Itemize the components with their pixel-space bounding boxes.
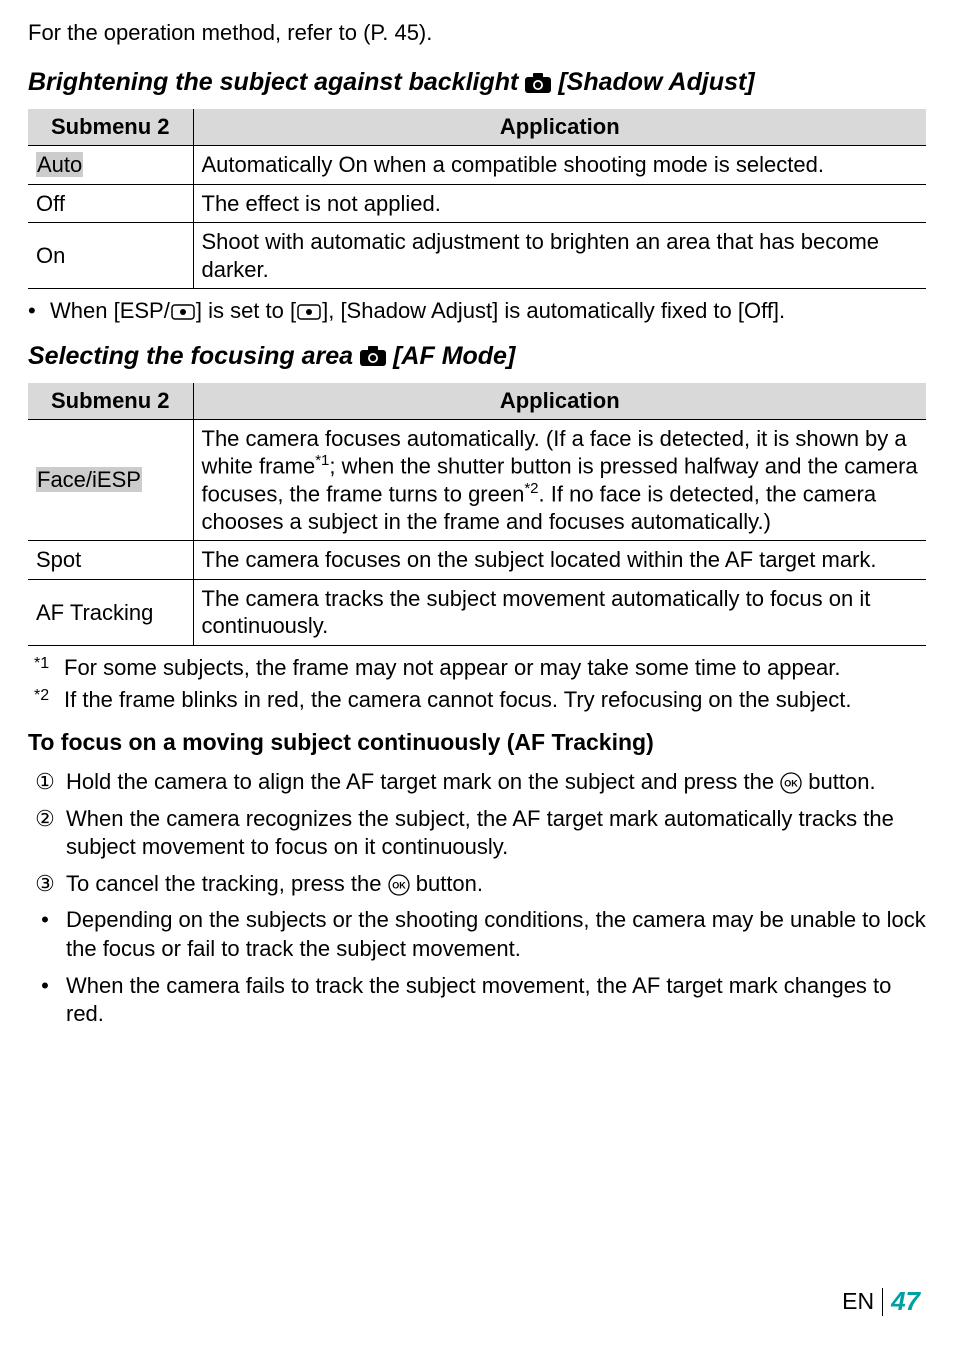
cell-aftracking-desc: The camera tracks the subject movement a…: [193, 579, 926, 645]
col-header-submenu: Submenu 2: [28, 109, 193, 146]
camera-icon: [524, 72, 552, 94]
table-row: On Shoot with automatic adjustment to br…: [28, 223, 926, 289]
sup-2: *2: [524, 480, 538, 497]
cell-on: On: [28, 223, 193, 289]
table-row: Off The effect is not applied.: [28, 184, 926, 223]
esp-note: • When [ESP/ ] is set to [ ], [Shadow Adju…: [28, 297, 926, 326]
cell-on-desc: Shoot with automatic adjustment to brigh…: [193, 223, 926, 289]
step-text: To cancel the tracking, press the: [66, 871, 388, 896]
col-header-application: Application: [193, 383, 926, 420]
spot-mode-icon: [297, 304, 321, 320]
table-row: Auto Automatically On when a compatible …: [28, 146, 926, 185]
cell-spot-desc: The camera focuses on the subject locate…: [193, 541, 926, 580]
footer-lang: EN: [842, 1288, 874, 1315]
cell-spot: Spot: [28, 541, 193, 580]
step-text: button.: [410, 871, 483, 896]
note-part-b: ] is set to [: [196, 298, 296, 323]
page-number: 47: [891, 1286, 920, 1317]
ok-button-icon: OK: [780, 772, 802, 794]
svg-text:OK: OK: [784, 779, 798, 789]
note-part-c: ], [Shadow Adjust] is automatically fixe…: [322, 298, 785, 323]
table-header-row: Submenu 2 Application: [28, 383, 926, 420]
table-header-row: Submenu 2 Application: [28, 109, 926, 146]
table-row: AF Tracking The camera tracks the subjec…: [28, 579, 926, 645]
bullet-note-2: • When the camera fails to track the sub…: [32, 972, 926, 1029]
bullet-note-1: • Depending on the subjects or the shoot…: [32, 906, 926, 963]
heading-suffix: [AF Mode]: [393, 342, 515, 371]
note-part-a: When [ESP/: [50, 298, 170, 323]
page-footer: EN 47: [842, 1286, 920, 1317]
cell-auto-desc: Automatically On when a compatible shoot…: [193, 146, 926, 185]
bullet-text: Depending on the subjects or the shootin…: [66, 906, 926, 963]
cell-off-desc: The effect is not applied.: [193, 184, 926, 223]
cell-faceiesp: Face/iESP: [36, 467, 142, 492]
cell-faceiesp-desc: The camera focuses automatically. (If a …: [193, 419, 926, 541]
cell-auto: Auto: [36, 152, 83, 177]
step-text: Hold the camera to align the AF target m…: [66, 769, 780, 794]
circled-1-icon: ①: [32, 768, 58, 797]
heading-prefix: Brightening the subject against backligh…: [28, 68, 518, 97]
footnote-text: For some subjects, the frame may not app…: [64, 654, 840, 683]
heading-suffix: [Shadow Adjust]: [558, 68, 754, 97]
col-header-application: Application: [193, 109, 926, 146]
table-row: Face/iESP The camera focuses automatical…: [28, 419, 926, 541]
footer-divider: [882, 1288, 883, 1316]
cell-off: Off: [28, 184, 193, 223]
af-mode-table: Submenu 2 Application Face/iESP The came…: [28, 383, 926, 646]
step-2: ② When the camera recognizes the subject…: [32, 805, 926, 862]
circled-3-icon: ③: [32, 870, 58, 899]
step-3: ③ To cancel the tracking, press the OK b…: [32, 870, 926, 899]
steps-list: ① Hold the camera to align the AF target…: [28, 768, 926, 1029]
table-row: Spot The camera focuses on the subject l…: [28, 541, 926, 580]
heading-prefix: Selecting the focusing area: [28, 342, 353, 371]
intro-text: For the operation method, refer to (P. 4…: [28, 20, 926, 46]
section-heading-shadow-adjust: Brightening the subject against backligh…: [28, 68, 926, 97]
af-tracking-subheading: To focus on a moving subject continuousl…: [28, 729, 926, 756]
circled-2-icon: ②: [32, 805, 58, 862]
sup-1: *1: [315, 452, 329, 469]
footnote-text: If the frame blinks in red, the camera c…: [64, 686, 852, 715]
spot-mode-icon: [171, 304, 195, 320]
camera-icon: [359, 345, 387, 367]
step-text: button.: [802, 769, 875, 794]
footnote-mark: *1: [34, 654, 64, 683]
step-text: When the camera recognizes the subject, …: [66, 805, 926, 862]
cell-aftracking: AF Tracking: [28, 579, 193, 645]
svg-text:OK: OK: [392, 880, 406, 890]
step-1: ① Hold the camera to align the AF target…: [32, 768, 926, 797]
col-header-submenu: Submenu 2: [28, 383, 193, 420]
ok-button-icon: OK: [388, 874, 410, 896]
footnote-1: *1 For some subjects, the frame may not …: [28, 654, 926, 683]
section-heading-af-mode: Selecting the focusing area [AF Mode]: [28, 342, 926, 371]
footnote-mark: *2: [34, 686, 64, 715]
bullet-dot: •: [28, 297, 42, 326]
bullet-dot: •: [32, 906, 58, 963]
footnote-2: *2 If the frame blinks in red, the camer…: [28, 686, 926, 715]
bullet-text: When the camera fails to track the subje…: [66, 972, 926, 1029]
footnotes: *1 For some subjects, the frame may not …: [28, 654, 926, 715]
shadow-adjust-table: Submenu 2 Application Auto Automatically…: [28, 109, 926, 289]
bullet-dot: •: [32, 972, 58, 1029]
